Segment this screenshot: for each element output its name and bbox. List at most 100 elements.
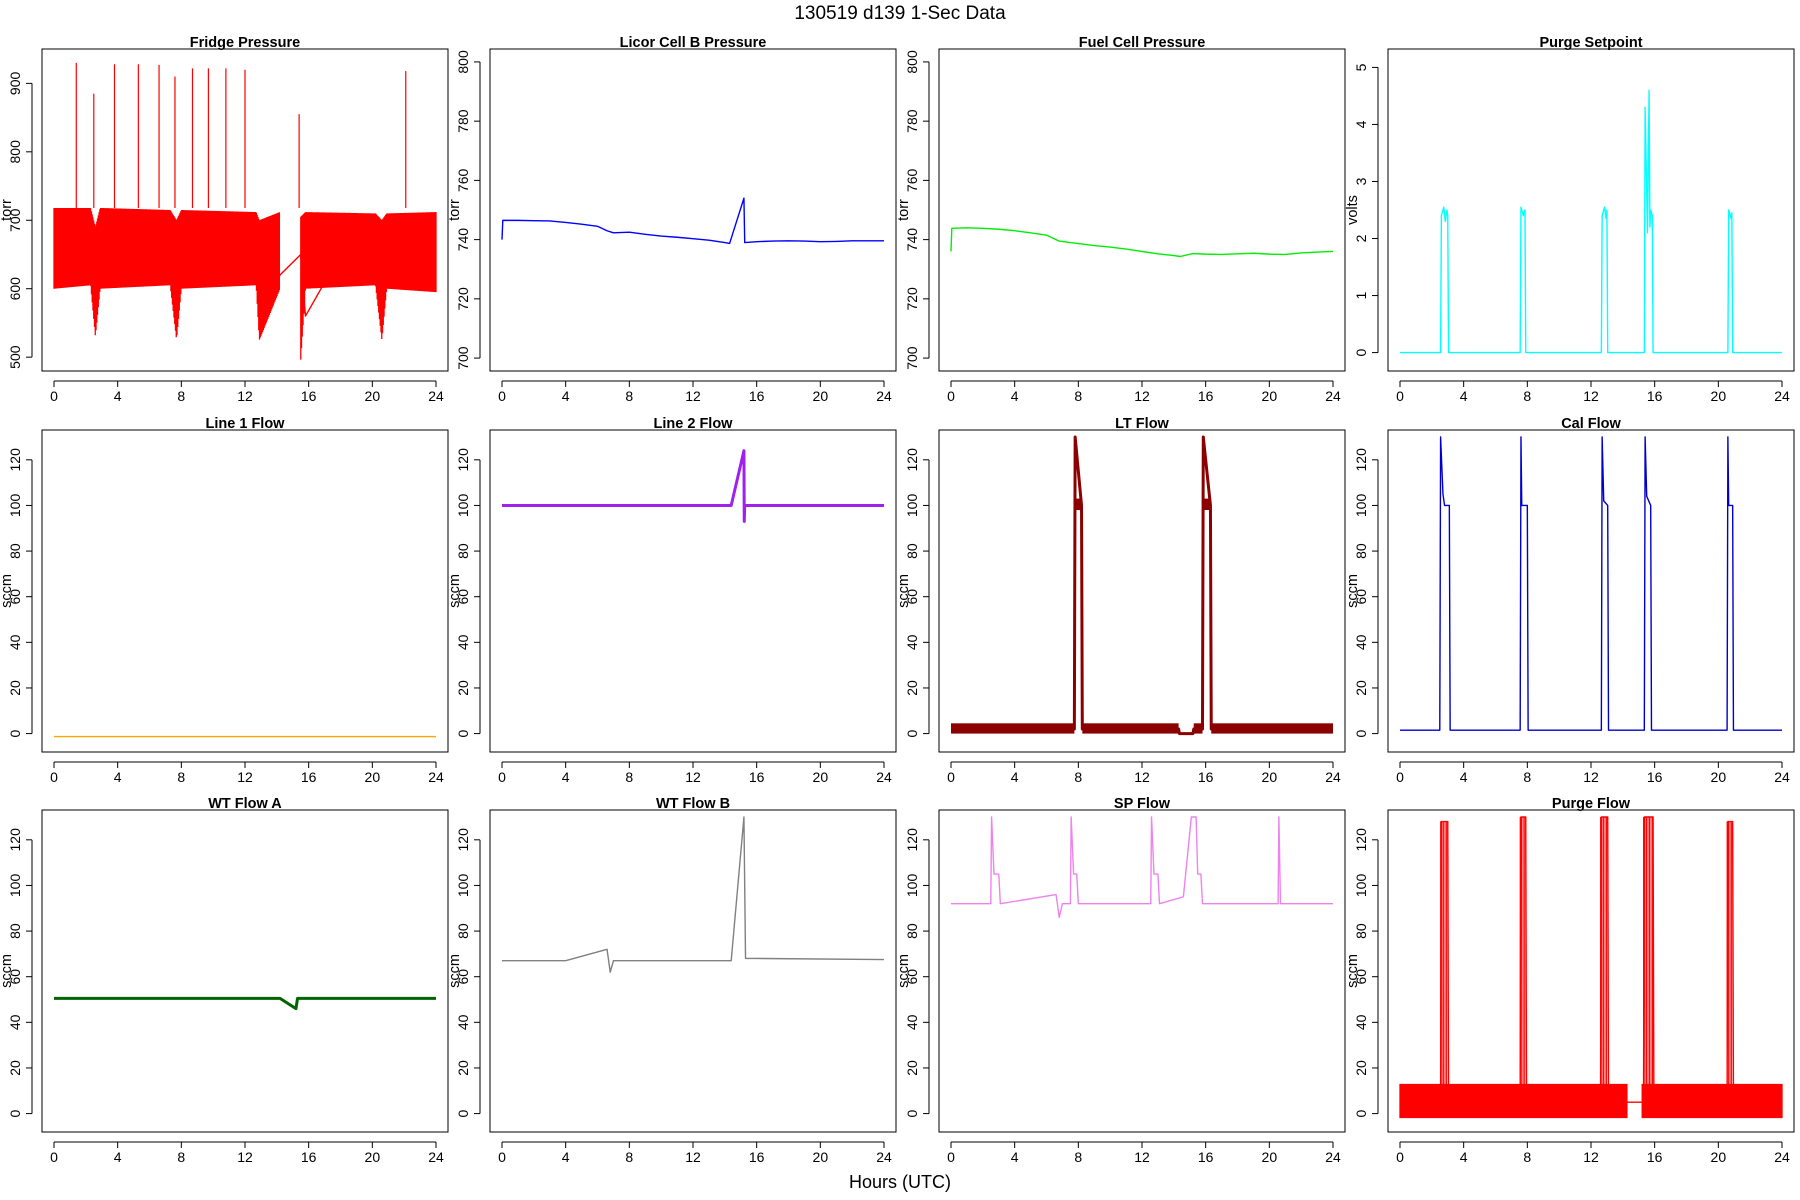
x-tick-label: 4 <box>114 388 122 404</box>
y-tick-label: 100 <box>1353 494 1369 518</box>
x-tick-label: 12 <box>1134 769 1150 785</box>
x-tick-label: 12 <box>685 769 701 785</box>
plot-area <box>1399 816 1783 1119</box>
x-axis: 0 4 8 12 16 20 24 <box>1396 761 1790 785</box>
y-tick-label: 60 <box>1353 969 1369 985</box>
series-line <box>54 996 436 1011</box>
y-tick-label: 20 <box>7 1060 23 1076</box>
chart-panel: WT Flow A 0 4 8 12 16 20 24 0 20 40 60 80 100 120 sccm <box>0 796 449 1165</box>
x-tick-label: 24 <box>1325 388 1341 404</box>
x-tick-label: 16 <box>749 388 765 404</box>
plot-frame <box>489 48 897 372</box>
series-line <box>502 449 884 523</box>
y-tick-label: 0 <box>904 1109 920 1117</box>
y-tick-label: 0 <box>7 1109 23 1117</box>
y-tick-label: 20 <box>904 680 920 696</box>
plot-area <box>951 816 1333 919</box>
y-axis-label: torr <box>896 199 912 221</box>
panel-title: Purge Flow <box>1552 796 1631 812</box>
y-tick-label: 20 <box>455 680 471 696</box>
y-tick-label: 800 <box>904 50 920 74</box>
x-tick-label: 12 <box>237 769 253 785</box>
chart-panel: Fridge Pressure 0 4 8 12 16 20 24 500 600 700 800 90… <box>0 35 449 404</box>
y-tick-label: 0 <box>1353 348 1369 356</box>
chart-panel: Licor Cell B Pressure 0 4 8 12 16 20 24 700 720 74… <box>447 35 897 404</box>
x-axis: 0 4 8 12 16 20 24 <box>947 761 1341 785</box>
y-tick-label: 700 <box>904 346 920 370</box>
x-tick-label: 24 <box>1774 388 1790 404</box>
x-tick-label: 16 <box>1198 769 1214 785</box>
x-tick-label: 12 <box>237 1149 253 1165</box>
x-tick-label: 12 <box>1583 388 1599 404</box>
x-tick-label: 12 <box>1583 769 1599 785</box>
y-tick-label: 80 <box>1353 923 1369 939</box>
y-tick-label: 780 <box>904 109 920 133</box>
y-axis: 0 20 40 60 80 100 120 <box>7 448 33 737</box>
y-tick-label: 120 <box>7 828 23 852</box>
y-tick-label: 0 <box>455 729 471 737</box>
y-axis-label: sccm <box>0 954 15 988</box>
baseline-block <box>1211 723 1333 734</box>
x-tick-label: 20 <box>365 388 381 404</box>
x-tick-label: 4 <box>562 388 570 404</box>
y-tick-label: 120 <box>904 448 920 472</box>
plot-frame <box>938 429 1346 753</box>
y-axis-label: torr <box>0 199 15 221</box>
y-tick-label: 900 <box>7 71 23 95</box>
x-tick-label: 4 <box>1011 1149 1019 1165</box>
y-tick-label: 80 <box>455 923 471 939</box>
panel-title: WT Flow B <box>656 796 730 812</box>
x-tick-label: 0 <box>1396 769 1404 785</box>
baseline-block <box>951 723 1075 734</box>
panel-title: Fuel Cell Pressure <box>1079 35 1206 51</box>
y-axis-label: volts <box>1345 195 1361 225</box>
y-tick-label: 2 <box>1353 234 1369 242</box>
panel-title: Fridge Pressure <box>190 35 300 51</box>
y-tick-label: 100 <box>455 874 471 898</box>
y-tick-label: 5 <box>1353 63 1369 71</box>
y-axis: 0 20 40 60 80 100 120 <box>1353 448 1379 737</box>
panel-title: Line 2 Flow <box>654 416 734 432</box>
x-tick-label: 20 <box>1262 388 1278 404</box>
y-axis: 700 720 740 760 780 800 <box>904 50 930 370</box>
x-tick-label: 4 <box>1460 388 1468 404</box>
x-tick-label: 0 <box>50 769 58 785</box>
plot-frame <box>41 48 449 372</box>
x-tick-label: 12 <box>237 388 253 404</box>
x-tick-label: 16 <box>1647 388 1663 404</box>
y-axis-label: sccm <box>0 574 15 608</box>
x-tick-label: 4 <box>114 769 122 785</box>
plot-frame <box>1387 48 1795 372</box>
chart-panel: Fuel Cell Pressure 0 4 8 12 16 20 24 700 720 740 76… <box>896 35 1346 404</box>
y-tick-label: 100 <box>7 494 23 518</box>
x-axis: 0 4 8 12 16 20 24 <box>498 1141 892 1165</box>
y-axis-label: sccm <box>447 954 463 988</box>
y-tick-label: 120 <box>455 448 471 472</box>
x-tick-label: 0 <box>50 1149 58 1165</box>
y-tick-label: 40 <box>1353 1014 1369 1030</box>
plateau-block <box>1203 498 1211 511</box>
y-tick-label: 4 <box>1353 120 1369 128</box>
x-axis: 0 4 8 12 16 20 24 <box>1396 1141 1790 1165</box>
plot-area <box>53 62 437 360</box>
panel-title: Cal Flow <box>1561 416 1621 432</box>
x-tick-label: 20 <box>813 1149 829 1165</box>
x-tick-label: 16 <box>1647 1149 1663 1165</box>
x-tick-label: 12 <box>1134 388 1150 404</box>
y-tick-label: 500 <box>7 345 23 369</box>
x-tick-label: 0 <box>947 769 955 785</box>
x-axis: 0 4 8 12 16 20 24 <box>50 761 444 785</box>
y-tick-label: 40 <box>904 1014 920 1030</box>
y-tick-label: 40 <box>7 634 23 650</box>
y-tick-label: 100 <box>1353 874 1369 898</box>
panel-title: WT Flow A <box>208 796 282 812</box>
x-tick-label: 20 <box>1262 769 1278 785</box>
x-tick-label: 8 <box>1523 1149 1531 1165</box>
plot-area <box>950 227 1334 258</box>
y-axis-label: sccm <box>447 574 463 608</box>
y-tick-label: 20 <box>904 1060 920 1076</box>
y-tick-label: 0 <box>1353 1109 1369 1117</box>
x-tick-label: 20 <box>813 388 829 404</box>
y-axis-label: sccm <box>1345 574 1361 608</box>
plot-area <box>1400 89 1782 354</box>
